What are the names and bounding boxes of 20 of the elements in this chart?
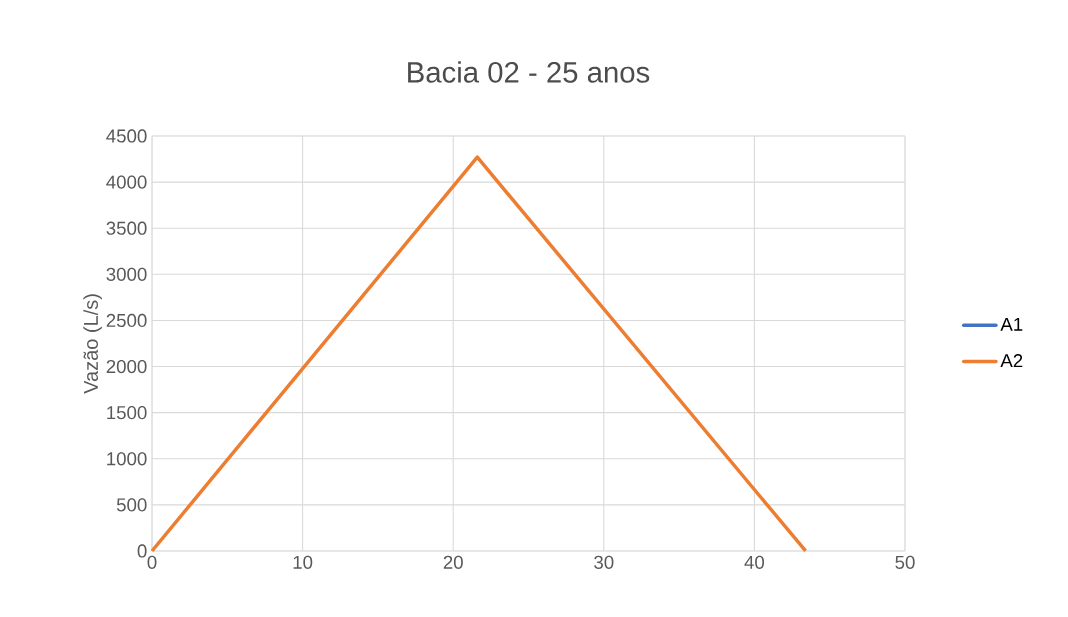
- legend-label: A2: [1000, 354, 1023, 368]
- x-tick-label: 30: [594, 555, 614, 569]
- y-axis-title: Vazão (L/s): [83, 294, 102, 394]
- y-tick-label: 1000: [107, 452, 147, 466]
- x-tick-label: 10: [293, 555, 313, 569]
- y-tick-label: 2500: [106, 313, 147, 328]
- chart-title: Bacia 02 - 25 anos: [408, 61, 650, 83]
- x-tick-label: 40: [744, 555, 765, 569]
- y-tick-label: 500: [116, 498, 147, 512]
- y-tick-label: 3500: [106, 221, 147, 235]
- x-tick-label: 0: [147, 555, 157, 569]
- y-tick-label: 2000: [106, 359, 147, 374]
- x-tick-label: 20: [443, 555, 463, 569]
- y-tick-label: 4000: [106, 175, 147, 189]
- x-tick-label: 50: [895, 555, 915, 569]
- legend-label: A1: [1000, 317, 1023, 331]
- y-tick-label: 1500: [107, 406, 147, 420]
- y-tick-label: 0: [137, 544, 147, 558]
- y-tick-label: 3000: [106, 267, 147, 281]
- y-tick-label: 4500: [106, 129, 147, 143]
